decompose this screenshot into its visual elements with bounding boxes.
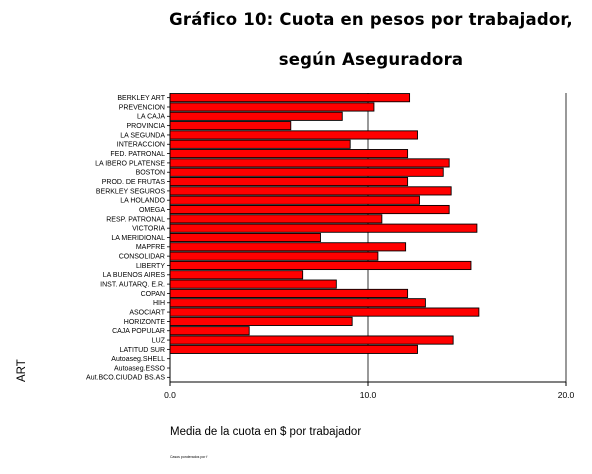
chart-title: Gráfico 10: Cuota en pesos por trabajado… bbox=[169, 10, 573, 29]
category-label-8: BOSTON bbox=[136, 170, 165, 177]
category-label-11: LA HOLANDO bbox=[120, 198, 165, 205]
chart-footnote: Casos ponderados por f bbox=[170, 455, 208, 459]
bar-2 bbox=[169, 111, 343, 121]
category-label-30: Aut.BCO.CIUDAD BS.AS bbox=[86, 375, 165, 382]
bar-19 bbox=[169, 270, 304, 280]
bar-20 bbox=[169, 279, 337, 289]
category-label-24: HORIZONTE bbox=[124, 319, 166, 326]
category-label-19: LA BUENOS AIRES bbox=[103, 272, 166, 279]
x-axis-title: Media de la cuota en $ por trabajador bbox=[170, 426, 362, 438]
axis-layer bbox=[167, 93, 567, 386]
bar-14 bbox=[169, 223, 478, 233]
bar-6 bbox=[169, 149, 409, 159]
category-label-25: CAJA POPULAR bbox=[112, 328, 165, 335]
category-label-12: OMEGA bbox=[139, 207, 165, 214]
category-label-18: LIBERTY bbox=[136, 263, 165, 270]
category-label-20: INST. AUTARQ. E.R. bbox=[100, 282, 165, 289]
category-label-29: Autoaseg.ESSO bbox=[114, 365, 166, 372]
category-label-21: COPAN bbox=[141, 291, 165, 298]
bar-4 bbox=[169, 130, 418, 140]
bar-11 bbox=[169, 195, 420, 205]
x-tick-label-0: 0.0 bbox=[164, 390, 176, 400]
x-tick-label-1: 10.0 bbox=[360, 390, 377, 400]
bar-26 bbox=[169, 335, 454, 345]
category-label-6: FED. PATRONAL bbox=[110, 151, 165, 158]
category-label-13: RESP. PATRONAL bbox=[106, 216, 165, 223]
category-label-1: PREVENCION bbox=[119, 104, 165, 111]
category-label-0: BERKLEY ART bbox=[117, 95, 165, 102]
bar-17 bbox=[169, 251, 379, 261]
category-label-28: Autoaseg.SHELL bbox=[111, 356, 165, 363]
category-label-5: INTERACCION bbox=[117, 142, 165, 149]
label-layer: BERKLEY ART PREVENCION LA CAJA PROVINCIA LA … bbox=[86, 95, 575, 400]
category-label-17: CONSOLIDAR bbox=[119, 254, 165, 261]
category-label-14: VICTORIA bbox=[132, 226, 165, 233]
category-label-3: PROVINCIA bbox=[126, 123, 165, 130]
x-tick-label-2: 20.0 bbox=[558, 390, 575, 400]
bar-27 bbox=[169, 344, 418, 354]
bar-7 bbox=[169, 158, 450, 168]
bar-18 bbox=[169, 260, 472, 271]
bar-3 bbox=[169, 121, 292, 131]
category-label-16: MAPFRE bbox=[136, 244, 166, 251]
y-axis-title: ART bbox=[16, 359, 28, 382]
bar-10 bbox=[169, 186, 452, 196]
bar-layer bbox=[169, 93, 480, 354]
chart-subtitle: según Aseguradora bbox=[278, 50, 464, 69]
bar-9 bbox=[169, 177, 409, 187]
category-label-2: LA CAJA bbox=[137, 114, 165, 121]
bar-21 bbox=[169, 288, 409, 298]
bar-8 bbox=[169, 167, 444, 177]
category-label-10: BERKLEY SEGUROS bbox=[96, 188, 165, 195]
bar-0 bbox=[169, 93, 411, 103]
category-label-9: PROD. DE FRUTAS bbox=[102, 179, 166, 186]
bar-5 bbox=[169, 139, 351, 149]
bar-13 bbox=[169, 214, 383, 224]
bar-16 bbox=[169, 242, 407, 252]
bar-23 bbox=[169, 307, 480, 317]
bar-25 bbox=[169, 326, 250, 336]
bar-12 bbox=[169, 204, 450, 215]
bar-1 bbox=[169, 102, 375, 112]
grid-layer bbox=[367, 93, 567, 382]
category-label-27: LATITUD SUR bbox=[120, 347, 165, 354]
bar-15 bbox=[169, 232, 321, 243]
category-label-22: HIH bbox=[153, 300, 165, 307]
bar-22 bbox=[169, 298, 426, 308]
bar-24 bbox=[169, 316, 353, 326]
category-label-4: LA SEGUNDA bbox=[120, 132, 165, 139]
category-label-26: LUZ bbox=[152, 337, 166, 344]
category-label-7: LA IBERO PLATENSE bbox=[95, 160, 165, 167]
category-label-23: ASOCIART bbox=[129, 309, 165, 316]
category-label-15: LA MERIDIONAL bbox=[111, 235, 165, 242]
